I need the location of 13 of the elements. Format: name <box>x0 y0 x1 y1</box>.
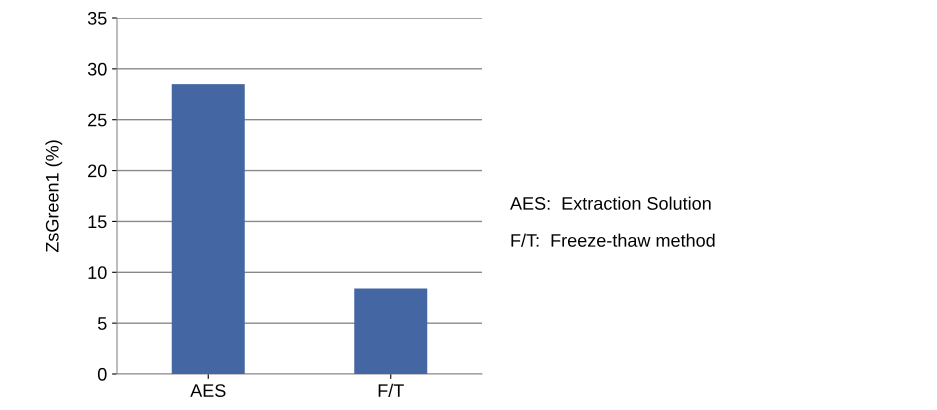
y-tick-label: 35 <box>88 12 107 25</box>
y-tick-label: 15 <box>88 216 107 228</box>
x-tick-label: AES <box>190 384 226 397</box>
y-tick-label: 20 <box>88 164 107 178</box>
y-tick-label: 5 <box>98 317 107 330</box>
y-axis-title: ZsGreen1 (%) <box>45 140 62 252</box>
y-tick-label: 30 <box>88 62 107 76</box>
text: F/T: Freeze-thaw method <box>511 234 715 247</box>
y-tick-label: 25 <box>88 114 107 126</box>
y-tick-label: 10 <box>88 266 107 280</box>
y-tick-label: 0 <box>98 368 107 381</box>
text: AES: Extraction Solution <box>510 196 711 210</box>
x-tick-label: F/T <box>378 384 404 397</box>
